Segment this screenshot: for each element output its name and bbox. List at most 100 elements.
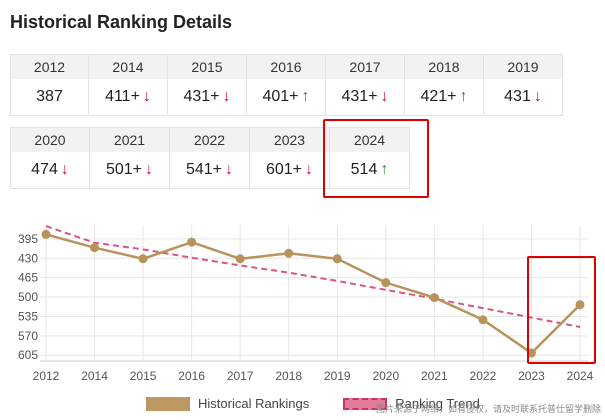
x-tick-label: 2020 bbox=[372, 369, 399, 383]
x-tick-label: 2023 bbox=[518, 369, 545, 383]
x-tick-label: 2015 bbox=[130, 369, 157, 383]
x-tick-label: 2017 bbox=[227, 369, 254, 383]
data-point-2014 bbox=[90, 243, 100, 253]
ranking-cell-2021: 2021 501+ ↓ bbox=[90, 127, 170, 189]
ranking-number: 431 bbox=[504, 88, 531, 105]
ranking-cell-2023: 2023 601+ ↓ bbox=[250, 127, 330, 189]
y-tick-label: 430 bbox=[18, 251, 38, 265]
ranking-row-2: 2020 474 ↓ 2021 501+ ↓ 2022 541+ ↓ 2023 601+ ↓ 2024 5… bbox=[10, 127, 410, 189]
y-tick-label: 570 bbox=[18, 329, 38, 343]
ranking-year: 2018 bbox=[405, 55, 483, 79]
arrow-down-icon: ↓ bbox=[142, 88, 151, 105]
data-point-2020 bbox=[381, 278, 391, 288]
arrow-down-icon: ↓ bbox=[225, 161, 234, 178]
ranking-value: 411+ ↓ bbox=[89, 79, 167, 115]
ranking-value: 387 bbox=[11, 79, 88, 115]
ranking-value: 514 ↑ bbox=[330, 152, 409, 188]
ranking-cell-2024: 2024 514 ↑ bbox=[330, 127, 410, 189]
x-tick-label: 2021 bbox=[421, 369, 448, 383]
legend-swatch-trend bbox=[343, 397, 388, 410]
x-tick-label: 2018 bbox=[275, 369, 302, 383]
y-tick-label: 605 bbox=[18, 348, 38, 362]
ranking-number: 474 bbox=[31, 161, 58, 178]
ranking-row-1: 2012 387 2014 411+ ↓ 2015 431+ ↓ 2016 401+ ↑ 2017 43… bbox=[10, 54, 563, 116]
arrow-up-icon: ↑ bbox=[380, 161, 389, 178]
data-point-2024 bbox=[575, 300, 585, 310]
ranking-year: 2020 bbox=[11, 128, 89, 152]
ranking-value: 431 ↓ bbox=[484, 79, 562, 115]
ranking-number: 401+ bbox=[262, 88, 299, 105]
x-tick-label: 2019 bbox=[324, 369, 351, 383]
ranking-year: 2016 bbox=[247, 55, 325, 79]
ranking-number: 411+ bbox=[105, 88, 140, 105]
ranking-value: 474 ↓ bbox=[11, 152, 89, 188]
ranking-number: 601+ bbox=[265, 161, 303, 178]
arrow-down-icon: ↓ bbox=[60, 161, 69, 178]
ranking-number: 514 bbox=[350, 161, 378, 178]
ranking-cell-2019: 2019 431 ↓ bbox=[484, 54, 563, 116]
legend-label-trend: Ranking Trend bbox=[395, 396, 480, 411]
x-tick-label: 2014 bbox=[81, 369, 108, 383]
arrow-down-icon: ↓ bbox=[305, 161, 314, 178]
arrow-up-icon: ↑ bbox=[459, 88, 468, 105]
legend-label-historical: Historical Rankings bbox=[198, 396, 310, 411]
ranking-cell-2014: 2014 411+ ↓ bbox=[89, 54, 168, 116]
arrow-down-icon: ↓ bbox=[533, 88, 542, 105]
data-point-2018 bbox=[284, 248, 294, 258]
ranking-cell-2022: 2022 541+ ↓ bbox=[170, 127, 250, 189]
x-tick-label: 2024 bbox=[567, 369, 594, 383]
chart-legend: Historical Rankings Ranking Trend bbox=[146, 396, 480, 411]
ranking-value: 501+ ↓ bbox=[90, 152, 169, 188]
ranking-number: 387 bbox=[36, 88, 63, 105]
ranking-year: 2021 bbox=[90, 128, 169, 152]
ranking-value: 421+ ↑ bbox=[405, 79, 483, 115]
ranking-year: 2012 bbox=[11, 55, 88, 79]
data-point-2019 bbox=[332, 254, 342, 264]
highlight-box-2024-cell bbox=[323, 119, 429, 198]
series-line-historical-rankings bbox=[45, 233, 581, 355]
ranking-year: 2024 bbox=[330, 128, 409, 152]
ranking-year: 2014 bbox=[89, 55, 167, 79]
ranking-cell-2012: 2012 387 bbox=[10, 54, 89, 116]
ranking-cell-2018: 2018 421+ ↑ bbox=[405, 54, 484, 116]
ranking-cell-2015: 2015 431+ ↓ bbox=[168, 54, 247, 116]
ranking-value: 431+ ↓ bbox=[326, 79, 404, 115]
ranking-value: 541+ ↓ bbox=[170, 152, 249, 188]
x-tick-label: 2016 bbox=[178, 369, 205, 383]
arrow-down-icon: ↓ bbox=[222, 88, 231, 105]
y-tick-label: 465 bbox=[18, 271, 38, 285]
ranking-value: 431+ ↓ bbox=[168, 79, 246, 115]
arrow-down-icon: ↓ bbox=[145, 161, 154, 178]
ranking-cell-2016: 2016 401+ ↑ bbox=[247, 54, 326, 116]
x-tick-label: 2012 bbox=[33, 369, 60, 383]
data-point-2021 bbox=[429, 293, 439, 303]
data-point-2023 bbox=[526, 348, 536, 358]
ranking-line-chart: 395 430 465 500 535 570 605 2012 2014 2015 2016 201… bbox=[18, 225, 594, 383]
watermark-text: 图片来源于网络，如有侵权，请及时联系托普仕留学删除 bbox=[375, 404, 601, 414]
data-point-2022 bbox=[478, 315, 488, 325]
page-title: Historical Ranking Details bbox=[10, 12, 233, 32]
ranking-year: 2019 bbox=[484, 55, 562, 79]
y-tick-label: 500 bbox=[18, 290, 38, 304]
data-point-2016 bbox=[187, 237, 197, 247]
legend-swatch-historical bbox=[146, 396, 190, 411]
series-line-ranking-trend bbox=[45, 225, 581, 328]
data-point-2012 bbox=[41, 229, 51, 239]
arrow-up-icon: ↑ bbox=[301, 88, 310, 105]
ranking-number: 431+ bbox=[341, 88, 378, 105]
ranking-number: 541+ bbox=[185, 161, 223, 178]
ranking-year: 2023 bbox=[250, 128, 329, 152]
arrow-down-icon: ↓ bbox=[380, 88, 389, 105]
data-point-2017 bbox=[235, 254, 245, 264]
ranking-value: 601+ ↓ bbox=[250, 152, 329, 188]
ranking-value: 401+ ↑ bbox=[247, 79, 325, 115]
ranking-year: 2022 bbox=[170, 128, 249, 152]
ranking-year: 2015 bbox=[168, 55, 246, 79]
data-point-2015 bbox=[138, 254, 148, 264]
highlight-box-2024-chart bbox=[527, 256, 596, 364]
ranking-number: 501+ bbox=[105, 161, 143, 178]
ranking-cell-2020: 2020 474 ↓ bbox=[10, 127, 90, 189]
ranking-year: 2017 bbox=[326, 55, 404, 79]
y-tick-label: 535 bbox=[18, 309, 38, 323]
ranking-number: 421+ bbox=[420, 88, 457, 105]
